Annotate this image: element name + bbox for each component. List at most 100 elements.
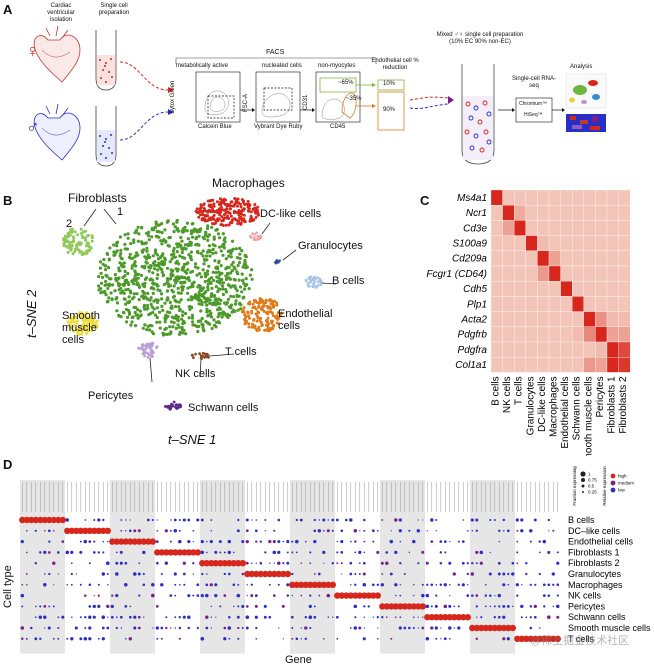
dot-plot-point: [182, 518, 186, 522]
dot-plot-point: [475, 562, 478, 565]
tsne-point: [221, 287, 225, 291]
dot-plot-point: [434, 604, 438, 608]
dot-plot-point: [532, 635, 539, 642]
tsne-point: [257, 311, 261, 315]
dot-plot-point: [525, 561, 528, 565]
tsne-point: [83, 236, 87, 240]
tsne-point: [166, 219, 170, 223]
tsne-point: [164, 240, 168, 244]
dot-plot-point: [547, 550, 551, 554]
dot-plot-point: [178, 637, 181, 640]
heatmap-cell: [514, 341, 526, 358]
dot-plot-point: [300, 594, 303, 597]
dot-plot-point: [523, 635, 530, 642]
dot-plot-point: [309, 551, 312, 554]
tsne-point: [185, 221, 189, 225]
tsne-point: [84, 244, 88, 248]
heatmap-cell: [606, 190, 619, 206]
tsne-point: [243, 313, 247, 317]
tsne-point: [184, 247, 188, 251]
isolation-label: Cardiac ventricular isolation: [47, 3, 75, 23]
tsne-point: [77, 333, 81, 337]
tsne-point: [228, 277, 232, 281]
dot-plot-point: [494, 594, 496, 597]
legend-size-label: 0.25: [588, 490, 597, 495]
dot-plot-point: [529, 540, 532, 543]
tsne-point: [127, 282, 131, 287]
dot-plot-point: [493, 518, 496, 522]
dot-plot-point: [241, 627, 244, 629]
tsne-point: [259, 307, 263, 311]
dot-plot-point: [43, 573, 46, 575]
tsne-point: [200, 218, 204, 222]
heatmap-cell: [572, 341, 584, 358]
heatmap-cell: [618, 341, 631, 358]
tsne-point: [173, 225, 177, 229]
tsne-label-pointer: [199, 359, 202, 378]
dot-plot-point: [43, 583, 47, 587]
tsne-point: [126, 271, 130, 276]
tsne-point: [238, 256, 242, 261]
tsne-point: [168, 235, 172, 240]
tsne-point: [97, 275, 101, 279]
tsne-point: [115, 241, 119, 245]
tsne-point: [169, 306, 173, 310]
heatmap-cell: [583, 190, 596, 206]
dot-plot-point: [390, 637, 393, 640]
dot-plot-point: [461, 540, 465, 543]
dot-plot-row-label: Schwann cells: [568, 612, 626, 622]
tsne-point: [236, 222, 240, 226]
tsne-point: [161, 252, 165, 256]
tsne-point: [194, 243, 198, 247]
dot-plot-point: [133, 615, 137, 619]
dot-plot-point: [376, 550, 380, 554]
tsne-point: [128, 252, 132, 256]
dot-plot-point: [106, 604, 110, 609]
tsne-point: [154, 251, 158, 255]
heatmap-row-label: Ncr1: [466, 208, 487, 219]
dot-plot-point: [556, 615, 560, 619]
dot-plot-point: [475, 594, 479, 597]
tsne-point: [136, 316, 140, 320]
tsne-point: [151, 355, 154, 358]
dot-plot-row-label: Smooth muscle cells: [568, 623, 651, 633]
tsne-point: [206, 296, 210, 300]
tsne-point: [227, 223, 231, 227]
dot-plot-point: [277, 540, 281, 544]
tsne-point: [229, 306, 233, 310]
dot-plot-point: [536, 635, 543, 642]
tsne-point: [155, 263, 159, 268]
heatmap-cell: [572, 190, 584, 206]
tsne-point: [154, 220, 158, 224]
dot-plot-point: [498, 615, 501, 619]
tsne-point: [90, 239, 94, 243]
dot-plot-point: [449, 638, 451, 640]
tsne-point: [249, 210, 253, 214]
tsne-point: [205, 310, 209, 314]
tsne-point: [239, 222, 243, 226]
tsne-point: [135, 313, 140, 317]
tsne-point: [127, 301, 131, 305]
dot-plot-point: [21, 637, 24, 641]
dot-plot-point: [403, 626, 407, 630]
tsne-point: [257, 304, 261, 308]
tsne-point: [107, 282, 111, 286]
tsne-point: [214, 297, 218, 301]
dot-plot-point: [255, 540, 258, 543]
dot-plot-point: [79, 616, 82, 619]
dot-plot-point: [332, 616, 334, 618]
dot-plot-point: [23, 516, 30, 524]
legend-color-title: Relative expression: [602, 466, 607, 506]
tsne-point: [70, 319, 74, 323]
dot-plot-point: [455, 614, 462, 621]
tsne-point: [72, 329, 75, 333]
dot-plot-point: [74, 626, 78, 630]
tsne-point: [148, 278, 152, 282]
dot-plot-point: [100, 527, 107, 534]
tsne-point: [87, 329, 90, 333]
dot-plot-point: [515, 518, 519, 522]
heatmap-cell: [572, 235, 584, 251]
dot-plot-point: [502, 637, 506, 641]
tsne-point: [278, 259, 281, 262]
dot-plot-point: [286, 551, 289, 554]
